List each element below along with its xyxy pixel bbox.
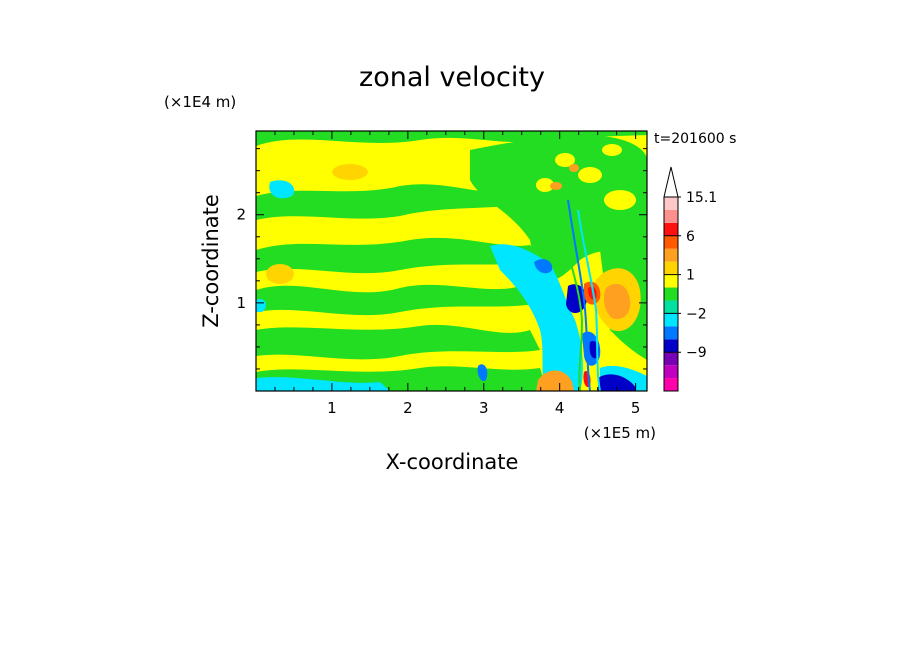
y-unit-label: (×1E4 m): [164, 93, 236, 111]
yellow-patch: [604, 190, 636, 210]
colorbar-segment: [664, 378, 678, 391]
colorbar-segment: [664, 339, 678, 353]
colorbar-extend-arrow: [663, 166, 679, 198]
y-tick-label: 1: [236, 294, 246, 312]
colorbar-segment: [664, 287, 678, 301]
y-axis-label: Z-coordinate: [199, 194, 223, 328]
x-tick-label: 2: [403, 399, 413, 417]
colorbar-label: 6: [686, 229, 695, 245]
blue-core: [566, 284, 587, 313]
x-axis: 1 2 3 4 5: [255, 131, 641, 417]
x-tick-label: 3: [479, 399, 489, 417]
colorbar-label: −2: [686, 306, 707, 322]
plot-frame: [255, 130, 648, 392]
green-region: [470, 135, 647, 280]
colorbar-segment: [664, 209, 678, 223]
colorbar-label: −9: [686, 345, 707, 361]
filament: [577, 209, 601, 391]
yellow-patch: [555, 153, 575, 167]
colorbar: 15.1 6 1 −2 −9: [663, 166, 717, 392]
colorbar-label: 15.1: [686, 190, 717, 206]
green-band: [256, 324, 540, 360]
x-axis-label: X-coordinate: [386, 450, 519, 474]
cyan-patch: [490, 244, 583, 391]
green-band: [256, 131, 647, 146]
y-tick-label: 2: [236, 206, 246, 224]
green-band: [256, 237, 545, 274]
colorbar-segment: [664, 326, 678, 340]
cyan-patch: [269, 180, 295, 199]
contour-field: [256, 131, 647, 391]
colorbar-segment: [664, 313, 678, 327]
blue-core: [534, 259, 553, 274]
filament: [567, 199, 591, 391]
colorbar-segment: [664, 222, 678, 236]
orange-patch: [266, 264, 294, 284]
orange-patch: [569, 164, 579, 172]
yellow-patch: [536, 178, 554, 192]
colorbar-segment: [664, 248, 678, 262]
filament: [559, 229, 584, 391]
colorbar-segment: [664, 365, 678, 379]
orange-patch: [332, 164, 368, 180]
cyan-patch: [256, 299, 267, 312]
yellow-patch: [578, 167, 602, 183]
blue-core: [598, 374, 636, 391]
x-unit-label: (×1E5 m): [584, 424, 656, 442]
x-tick-label: 4: [555, 399, 565, 417]
x-tick-label: 5: [631, 399, 641, 417]
x-tick-label: 1: [327, 399, 337, 417]
colorbar-segment: [664, 352, 678, 366]
colorbar-label: 1: [686, 268, 695, 284]
time-label: t=201600 s: [654, 131, 736, 147]
colorbar-segment: [664, 274, 678, 288]
colorbar-segment: [664, 300, 678, 314]
green-band: [256, 184, 540, 220]
blue-core: [477, 364, 488, 382]
orange-patch: [550, 182, 562, 190]
colorbar-segment: [664, 261, 678, 275]
orange-patch: [604, 284, 631, 320]
yellow-patch: [602, 144, 622, 156]
orange-patch: [536, 370, 574, 391]
green-band: [256, 284, 535, 316]
chart-title: zonal velocity: [359, 62, 545, 93]
cyan-patch: [256, 377, 390, 391]
colorbar-segment: [664, 197, 678, 210]
y-axis: 12: [236, 148, 647, 392]
colorbar-segment: [664, 235, 678, 249]
